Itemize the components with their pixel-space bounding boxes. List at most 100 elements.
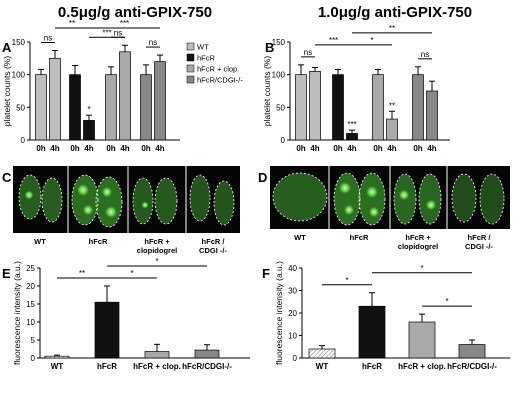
significance-label: ** bbox=[79, 269, 85, 278]
panel-label-a: A bbox=[2, 40, 12, 55]
caption-c-2: hFcR + bbox=[144, 237, 170, 246]
x-tick-label: hFcR/CDGI-/- bbox=[182, 362, 232, 371]
bar-b-7 bbox=[426, 90, 438, 141]
spleen-c-cdgi bbox=[189, 174, 235, 226]
spleen-c-hfcr bbox=[71, 174, 123, 228]
caption-c-3: hFcR / bbox=[202, 237, 226, 246]
bar-b-4 bbox=[372, 74, 384, 141]
significance-label: * bbox=[130, 269, 133, 278]
y-axis-label: fluorescence intensity (a.u.) bbox=[274, 261, 284, 365]
bar-a-2 bbox=[69, 74, 81, 141]
bar-f-0 bbox=[308, 348, 336, 359]
x-tick-label: 0h bbox=[333, 144, 342, 153]
bar-b-3 bbox=[346, 133, 358, 141]
y-tick-label: 0 bbox=[21, 136, 26, 145]
y-tick-label: 25 bbox=[26, 264, 35, 273]
significance-label: ns bbox=[149, 38, 157, 47]
x-tick-label: 4h bbox=[427, 144, 436, 153]
caption-d-0: WT bbox=[294, 233, 306, 242]
x-tick-label: 0h bbox=[36, 144, 45, 153]
significance-mark: * bbox=[87, 105, 90, 114]
legend-label-wt: WT bbox=[197, 43, 209, 52]
spleen-c-wt bbox=[18, 174, 63, 223]
x-tick-label: 4h bbox=[310, 144, 319, 153]
spleen-d-clopidogrel bbox=[393, 173, 442, 225]
title-right: 1.0μg/g anti-GPIX-750 bbox=[318, 4, 472, 21]
significance-mark: *** bbox=[347, 120, 356, 129]
y-tick-label: 100 bbox=[12, 71, 26, 80]
caption-d-2: clopidogrel bbox=[398, 242, 438, 251]
x-tick-label: 4h bbox=[347, 144, 356, 153]
caption-c-1: hFcR bbox=[89, 237, 108, 246]
y-tick-label: 100 bbox=[272, 71, 286, 80]
y-tick-label: 10 bbox=[288, 332, 297, 341]
panel-d-captions: WT hFcR hFcR +clopidogrel hFcR /CDGI -/- bbox=[294, 233, 493, 251]
significance-label: ** bbox=[389, 24, 395, 33]
bar-e-2 bbox=[144, 351, 170, 359]
significance-label: *** bbox=[329, 36, 338, 45]
x-tick-label: 4h bbox=[50, 144, 59, 153]
x-tick-label: 4h bbox=[120, 144, 129, 153]
significance-label: ns bbox=[44, 33, 52, 42]
x-tick-label: 0h bbox=[373, 144, 382, 153]
panel-c-image bbox=[13, 166, 240, 233]
panel-label-c: C bbox=[2, 170, 12, 185]
significance-label: * bbox=[445, 297, 448, 306]
x-tick-label: 0h bbox=[413, 144, 422, 153]
bar-a-6 bbox=[140, 74, 152, 141]
x-tick-label: 0h bbox=[141, 144, 150, 153]
x-tick-label: 0h bbox=[106, 144, 115, 153]
bar-e-1 bbox=[94, 301, 120, 359]
x-tick-label: hFcR + clop. bbox=[398, 362, 446, 371]
panel-c-captions: WT hFcR hFcR +clopidogrel hFcR /CDGI -/- bbox=[34, 237, 227, 255]
bar-e-3 bbox=[194, 349, 220, 359]
y-tick-label: 50 bbox=[16, 103, 25, 112]
x-tick-label: 0h bbox=[70, 144, 79, 153]
legend-swatch-hfcr bbox=[186, 53, 195, 62]
legend: WT hFcR hFcR + clop. hFcR/CDGI-/- bbox=[186, 42, 243, 85]
caption-d-3: CDGI -/- bbox=[465, 242, 493, 251]
caption-c-2: clopidogrel bbox=[137, 246, 177, 255]
x-tick-label: 4h bbox=[84, 144, 93, 153]
caption-c-0: WT bbox=[34, 237, 46, 246]
significance-label: ns bbox=[114, 28, 122, 37]
legend-swatch-wt bbox=[186, 42, 195, 51]
y-tick-label: 5 bbox=[31, 336, 36, 345]
x-tick-label: 4h bbox=[387, 144, 396, 153]
panel-label-e: E bbox=[2, 266, 11, 281]
significance-label: * bbox=[420, 264, 423, 273]
x-tick-label: hFcR/CDGI-/- bbox=[447, 362, 497, 371]
y-tick-label: 10 bbox=[26, 318, 35, 327]
significance-label: *** bbox=[120, 19, 129, 28]
x-tick-label: hFcR + clop. bbox=[133, 362, 181, 371]
y-axis-label: platelet counts (%) bbox=[262, 56, 272, 127]
y-tick-label: 0 bbox=[293, 354, 298, 363]
significance-label: ** bbox=[69, 19, 75, 28]
y-tick-label: 0 bbox=[281, 136, 286, 145]
chart-e: 0 5 10 15 20 25 fluorescence intensity (a.u.) W… bbox=[12, 257, 250, 371]
spleen-d-wt bbox=[272, 172, 328, 222]
significance-label: ns bbox=[421, 50, 429, 59]
legend-swatch-cdgi bbox=[186, 75, 195, 84]
bar-b-6 bbox=[412, 74, 424, 141]
bar-b-2 bbox=[332, 74, 344, 141]
y-tick-label: 30 bbox=[288, 287, 297, 296]
panel-d-image bbox=[270, 166, 510, 229]
y-tick-label: 50 bbox=[276, 103, 285, 112]
chart-f: 0 10 20 30 40 fluorescence intensity (a.u.) WT… bbox=[274, 261, 510, 371]
y-tick-label: 150 bbox=[272, 38, 286, 47]
bar-b-1 bbox=[309, 71, 321, 141]
significance-label: * bbox=[155, 257, 158, 266]
significance-label: * bbox=[345, 276, 348, 285]
legend-label-clop: hFcR + clop. bbox=[197, 65, 239, 74]
spleen-d-hfcr bbox=[333, 172, 386, 226]
caption-d-1: hFcR bbox=[350, 233, 369, 242]
significance-mark: ** bbox=[389, 101, 395, 110]
y-tick-label: 40 bbox=[288, 264, 297, 273]
y-tick-label: 150 bbox=[12, 38, 26, 47]
y-tick-label: 15 bbox=[26, 300, 35, 309]
bar-f-1 bbox=[358, 305, 386, 359]
bar-e-0 bbox=[44, 355, 70, 359]
